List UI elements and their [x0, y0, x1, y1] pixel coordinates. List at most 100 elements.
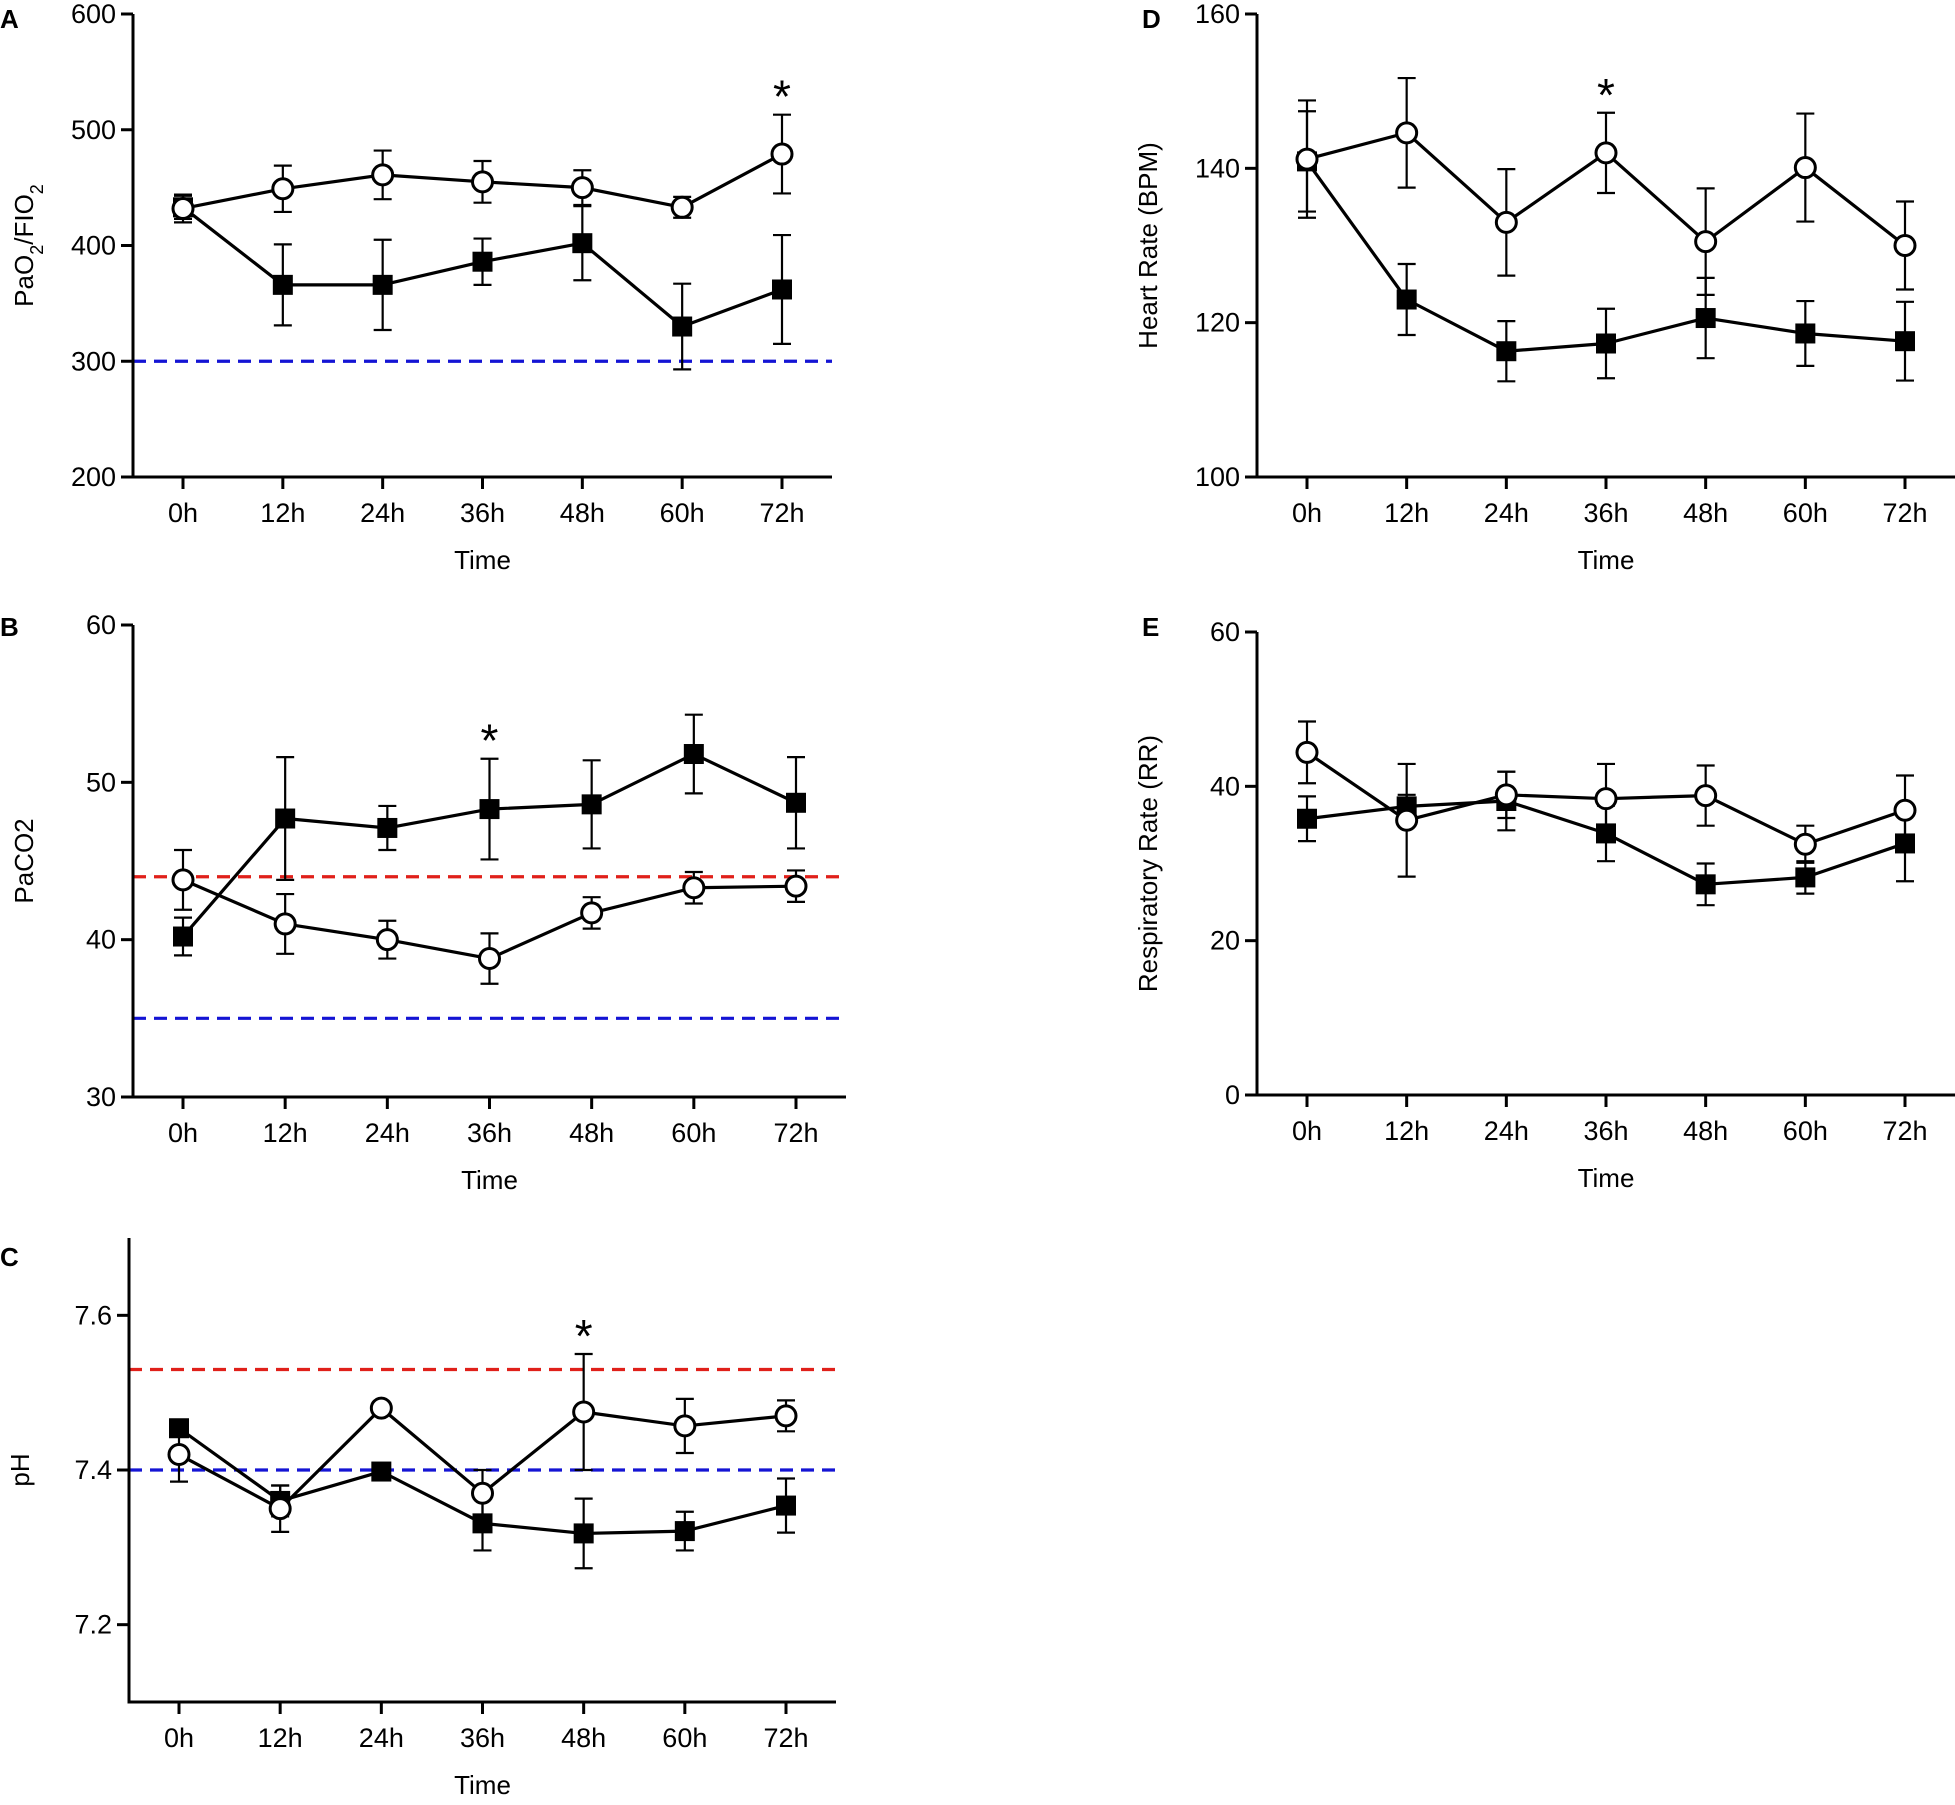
data-point-circle	[1295, 740, 1319, 764]
y-tick-label: 140	[1195, 153, 1240, 183]
x-axis-title: Time	[454, 1770, 511, 1800]
data-point-circle	[471, 170, 494, 194]
data-point-square	[173, 926, 193, 947]
panel-letter: C	[0, 1242, 19, 1272]
x-tick-label: 72h	[1882, 1116, 1927, 1146]
data-point-circle	[1893, 234, 1917, 257]
x-tick-label: 12h	[1384, 1116, 1429, 1146]
data-point-square	[372, 274, 393, 295]
x-tick-label: 60h	[660, 498, 705, 528]
x-tick-label: 72h	[773, 1118, 818, 1148]
data-point-square	[772, 279, 792, 300]
y-tick-label: 40	[1210, 771, 1240, 801]
data-point-square	[272, 274, 293, 295]
significance-star: *	[575, 1310, 593, 1362]
data-point-circle	[1395, 121, 1419, 145]
data-point-square	[371, 1461, 392, 1482]
y-tick-label: 50	[86, 767, 116, 797]
data-point-circle	[471, 1481, 494, 1505]
data-point-circle	[1594, 141, 1618, 165]
y-tick-label: 300	[71, 346, 116, 376]
data-point-square	[1596, 333, 1616, 354]
data-point-circle	[478, 947, 501, 971]
x-tick-label: 12h	[258, 1723, 303, 1753]
x-axis-title: Time	[1578, 545, 1635, 575]
data-point-circle	[670, 195, 694, 219]
x-tick-label: 12h	[260, 498, 305, 528]
y-tick-label: 20	[1210, 926, 1240, 956]
data-point-square	[683, 744, 704, 765]
significance-star: *	[773, 71, 791, 123]
data-point-circle	[375, 928, 399, 952]
panel-letter: E	[1142, 612, 1159, 642]
data-point-square	[776, 1495, 796, 1516]
x-tick-label: 0h	[164, 1723, 194, 1753]
x-tick-label: 48h	[560, 498, 605, 528]
data-point-square	[1795, 867, 1816, 888]
x-tick-label: 24h	[1484, 1116, 1529, 1146]
data-point-circle	[1494, 210, 1518, 234]
y-tick-label: 40	[86, 925, 116, 955]
data-point-square	[674, 1521, 695, 1542]
x-tick-label: 24h	[1484, 498, 1529, 528]
data-point-circle	[572, 1400, 596, 1424]
significance-star: *	[1597, 69, 1615, 121]
data-point-circle	[1594, 787, 1618, 811]
data-point-square	[1496, 341, 1517, 362]
x-tick-label: 36h	[1583, 498, 1628, 528]
data-point-circle	[682, 876, 706, 900]
x-tick-label: 0h	[168, 498, 198, 528]
data-point-square	[275, 808, 296, 829]
y-axis-title: pH	[5, 1453, 35, 1486]
data-point-circle	[1694, 784, 1718, 808]
x-tick-label: 60h	[662, 1723, 707, 1753]
y-tick-label: 200	[71, 462, 116, 492]
data-point-circle	[770, 142, 794, 166]
x-tick-label: 60h	[1783, 1116, 1828, 1146]
y-tick-label: 500	[71, 115, 116, 145]
y-axis-title: PaO2/FIO2	[9, 184, 47, 307]
y-tick-label: 7.6	[74, 1300, 112, 1330]
y-axis-title-subscript: 2	[27, 245, 47, 255]
x-tick-label: 48h	[561, 1723, 606, 1753]
series-filled-squares	[173, 713, 806, 957]
y-tick-label: 0	[1225, 1080, 1240, 1110]
series-open-circles	[1295, 720, 1917, 878]
x-tick-label: 24h	[360, 498, 405, 528]
data-point-circle	[1395, 808, 1419, 832]
data-point-circle	[369, 1396, 393, 1420]
data-point-circle	[570, 176, 594, 200]
data-point-circle	[271, 177, 295, 201]
y-tick-label: 30	[86, 1082, 116, 1112]
data-point-circle	[1793, 156, 1817, 180]
data-point-square	[472, 251, 493, 272]
y-tick-label: 60	[86, 610, 116, 640]
x-tick-label: 12h	[263, 1118, 308, 1148]
panel-e: E 0 20 40 60 0h 12h 24h 36h 48h 60h 72h Time Respirat…	[1133, 612, 1955, 1193]
data-point-square	[1396, 289, 1417, 310]
data-point-square	[672, 316, 693, 337]
x-tick-label: 0h	[1292, 1116, 1322, 1146]
data-point-circle	[1494, 783, 1518, 807]
x-axis-title: Time	[461, 1165, 518, 1195]
y-tick-label: 160	[1195, 0, 1240, 29]
data-point-circle	[167, 1443, 191, 1467]
x-tick-label: 48h	[1683, 498, 1728, 528]
x-tick-label: 0h	[1292, 498, 1322, 528]
panel-a: A 200 300 400 500 600 0h 12h 24h 36h 48h 60h 72h Time…	[0, 0, 832, 575]
data-point-circle	[774, 1404, 798, 1428]
panel-letter: A	[0, 4, 19, 34]
data-point-square	[786, 792, 806, 813]
y-tick-label: 7.2	[74, 1610, 112, 1640]
x-axis-title: Time	[454, 545, 511, 575]
data-point-square	[1695, 308, 1716, 329]
data-point-square	[1895, 331, 1915, 352]
data-point-circle	[1793, 832, 1817, 856]
x-tick-label: 72h	[763, 1723, 808, 1753]
significance-star: *	[481, 715, 499, 767]
x-tick-label: 48h	[569, 1118, 614, 1148]
y-tick-label: 7.4	[74, 1455, 112, 1485]
data-point-square	[1695, 874, 1716, 895]
x-tick-label: 72h	[759, 498, 804, 528]
